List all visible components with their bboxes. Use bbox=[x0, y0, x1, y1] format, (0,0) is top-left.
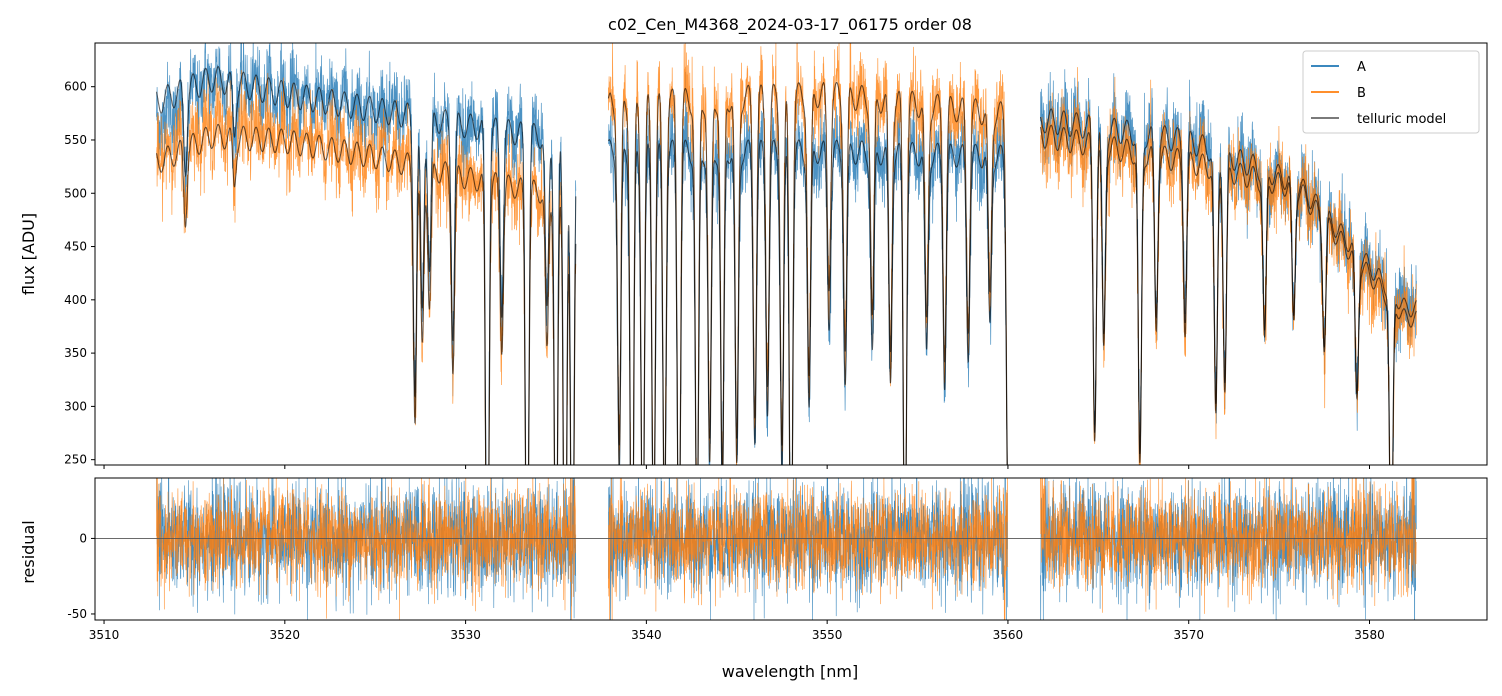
legend: A B telluric model bbox=[1302, 50, 1480, 134]
legend-label-a: A bbox=[1357, 60, 1366, 75]
x-tick-label: 3570 bbox=[1173, 628, 1204, 642]
flux-axes-frame bbox=[94, 42, 1488, 466]
flux-y-tick-label: 500 bbox=[64, 186, 87, 200]
telluric-model-b-segment-1 bbox=[155, 123, 577, 465]
residual-y-axis-label: residual bbox=[19, 520, 38, 583]
x-axis-label: wavelength [nm] bbox=[722, 662, 859, 681]
flux-y-tick-label: 250 bbox=[64, 453, 87, 467]
chart-title: c02_Cen_M4368_2024-03-17_06175 order 08 bbox=[608, 15, 972, 35]
x-tick-label: 3530 bbox=[450, 628, 481, 642]
residual-series-b-segment-1 bbox=[156, 478, 577, 620]
x-tick-label: 3520 bbox=[270, 628, 301, 642]
flux-series-group bbox=[155, 43, 1417, 465]
residual-panel: 0 -50 3510 3520 3530 3540 3550 3560 3570 3580 re… bbox=[19, 477, 1488, 681]
flux-y-tick-label: 550 bbox=[64, 133, 87, 147]
flux-y-tick-label: 450 bbox=[64, 240, 87, 254]
telluric-model-b-segment-3 bbox=[1039, 124, 1417, 465]
legend-label-model: telluric model bbox=[1357, 112, 1446, 127]
legend-box bbox=[1302, 50, 1480, 134]
residual-x-ticks: 3510 3520 3530 3540 3550 3560 3570 3580 bbox=[89, 620, 1385, 642]
residual-y-tick-label: -50 bbox=[67, 607, 87, 621]
flux-y-tick-label: 300 bbox=[64, 399, 87, 413]
residual-y-tick-label: 0 bbox=[79, 531, 87, 545]
x-tick-label: 3540 bbox=[631, 628, 662, 642]
flux-y-ticks: 250 300 350 400 450 500 550 600 bbox=[64, 80, 95, 467]
residual-series-group bbox=[95, 478, 1487, 620]
x-tick-label: 3510 bbox=[89, 628, 120, 642]
legend-label-b: B bbox=[1357, 86, 1366, 101]
x-tick-label: 3560 bbox=[993, 628, 1024, 642]
x-tick-label: 3550 bbox=[812, 628, 843, 642]
x-tick-label: 3580 bbox=[1354, 628, 1385, 642]
flux-y-axis-label: flux [ADU] bbox=[19, 213, 38, 295]
residual-series-b-segment-3 bbox=[1040, 478, 1417, 614]
telluric-model-b-segment-2 bbox=[607, 81, 1008, 465]
flux-panel: 250 300 350 400 450 500 550 600 flux [ADU] A B … bbox=[19, 42, 1488, 469]
flux-y-tick-label: 350 bbox=[64, 346, 87, 360]
flux-x-ticks bbox=[103, 465, 1370, 469]
residual-series-b-segment-2 bbox=[608, 478, 1009, 620]
telluric-model-a-segment-1 bbox=[155, 65, 577, 465]
flux-y-tick-label: 400 bbox=[64, 293, 87, 307]
residual-y-ticks: 0 -50 bbox=[67, 531, 95, 621]
flux-y-tick-label: 600 bbox=[64, 80, 87, 94]
residual-axes-frame bbox=[94, 477, 1488, 621]
